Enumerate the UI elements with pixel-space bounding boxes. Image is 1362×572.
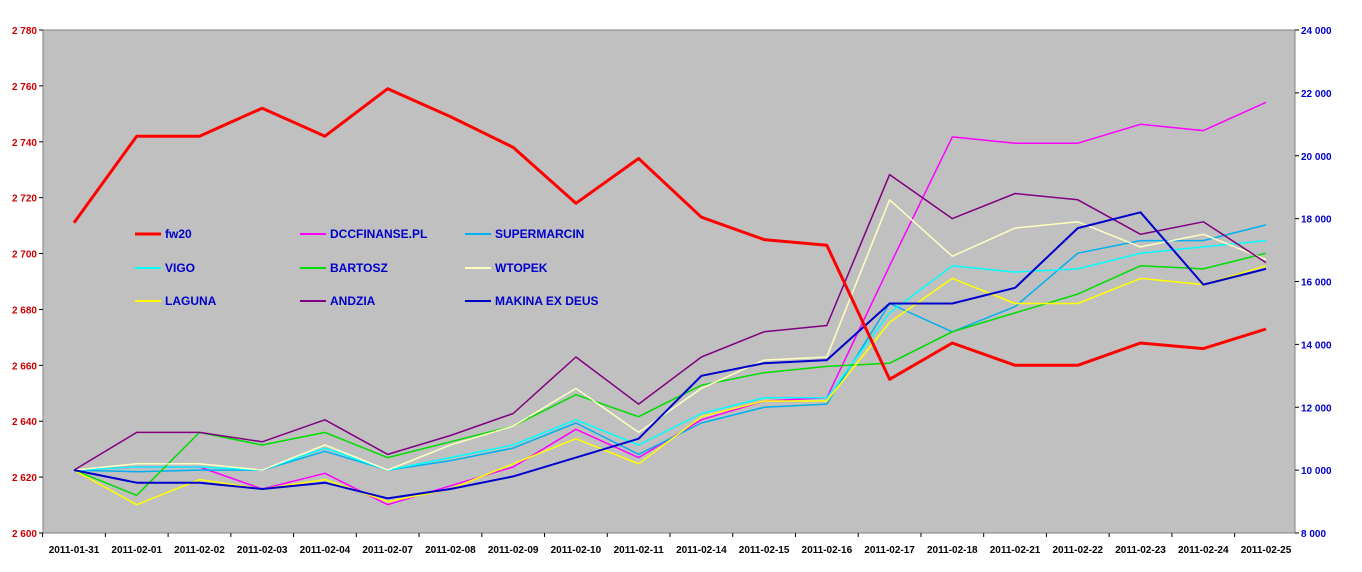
left-tick-label: 2 660 xyxy=(12,361,37,372)
left-tick-label: 2 640 xyxy=(12,417,37,428)
right-tick-label: 12 000 xyxy=(1301,403,1332,414)
legend-label: MAKINA EX DEUS xyxy=(495,294,599,308)
left-tick-label: 2 720 xyxy=(12,194,37,205)
right-axis: 8 000 10 000 12 000 14 000 16 000 18 000 20 00… xyxy=(1295,26,1332,540)
x-tick-label: 2011-01-31 xyxy=(49,545,100,556)
x-tick-label: 2011-02-17 xyxy=(864,545,915,556)
left-tick-label: 2 600 xyxy=(12,529,37,540)
legend: fw20 DCCFINANSE.PL SUPERMARCIN VIGO BARTOSZ W… xyxy=(135,227,599,308)
x-tick-label: 2011-02-10 xyxy=(551,545,602,556)
x-tick-label: 2011-02-24 xyxy=(1178,545,1229,556)
legend-label: WTOPEK xyxy=(495,261,548,275)
x-tick-label: 2011-02-14 xyxy=(676,545,727,556)
series-line-bartosz xyxy=(73,252,1267,497)
left-tick-label: 2 700 xyxy=(12,250,37,261)
legend-label: VIGO xyxy=(165,261,195,275)
left-tick-label: 2 760 xyxy=(12,82,37,93)
legend-label: SUPERMARCIN xyxy=(495,227,584,241)
x-tick-label: 2011-02-11 xyxy=(614,545,664,556)
right-tick-label: 22 000 xyxy=(1301,89,1332,100)
legend-label: LAGUNA xyxy=(165,294,217,308)
series-line-fw20 xyxy=(72,87,1267,381)
right-tick-label: 8 000 xyxy=(1301,529,1326,540)
right-tick-label: 14 000 xyxy=(1301,340,1332,351)
x-tick-label: 2011-02-04 xyxy=(300,545,351,556)
right-tick-label: 10 000 xyxy=(1301,466,1332,477)
left-axis: 2 600 2 620 2 640 2 660 2 680 2 700 2 720 2 740… xyxy=(12,26,43,540)
series-line-andzia xyxy=(73,173,1267,471)
x-tick-label: 2011-02-25 xyxy=(1241,545,1292,556)
x-tick-label: 2011-02-22 xyxy=(1052,545,1103,556)
x-tick-label: 2011-02-16 xyxy=(802,545,853,556)
series-line-wtopek xyxy=(73,199,1267,471)
left-tick-label: 2 680 xyxy=(12,305,37,316)
left-tick-label: 2 780 xyxy=(12,26,37,37)
legend-label: BARTOSZ xyxy=(330,261,388,275)
x-tick-label: 2011-02-18 xyxy=(927,545,978,556)
right-tick-label: 20 000 xyxy=(1301,152,1332,163)
x-tick-label: 2011-02-03 xyxy=(237,545,288,556)
x-tick-label: 2011-02-21 xyxy=(990,545,1041,556)
left-tick-label: 2 740 xyxy=(12,138,37,149)
right-tick-label: 18 000 xyxy=(1301,215,1332,226)
x-tick-label: 2011-02-07 xyxy=(362,545,413,556)
x-tick-label: 2011-02-15 xyxy=(739,545,790,556)
x-tick-label: 2011-02-01 xyxy=(111,545,162,556)
x-axis: 2011-01-31 2011-02-01 2011-02-02 2011-02-03… xyxy=(42,533,1292,556)
legend-label: ANDZIA xyxy=(330,294,376,308)
x-tick-label: 2011-02-02 xyxy=(174,545,225,556)
series-line-makina-ex-deus xyxy=(73,211,1267,500)
legend-label: DCCFINANSE.PL xyxy=(330,227,427,241)
x-tick-label: 2011-02-23 xyxy=(1115,545,1166,556)
x-tick-label: 2011-02-08 xyxy=(425,545,476,556)
right-tick-label: 24 000 xyxy=(1301,26,1332,37)
x-tick-label: 2011-02-09 xyxy=(488,545,539,556)
legend-label: fw20 xyxy=(165,227,192,241)
left-tick-label: 2 620 xyxy=(12,473,37,484)
series-lines xyxy=(72,87,1267,506)
right-tick-label: 16 000 xyxy=(1301,278,1332,289)
